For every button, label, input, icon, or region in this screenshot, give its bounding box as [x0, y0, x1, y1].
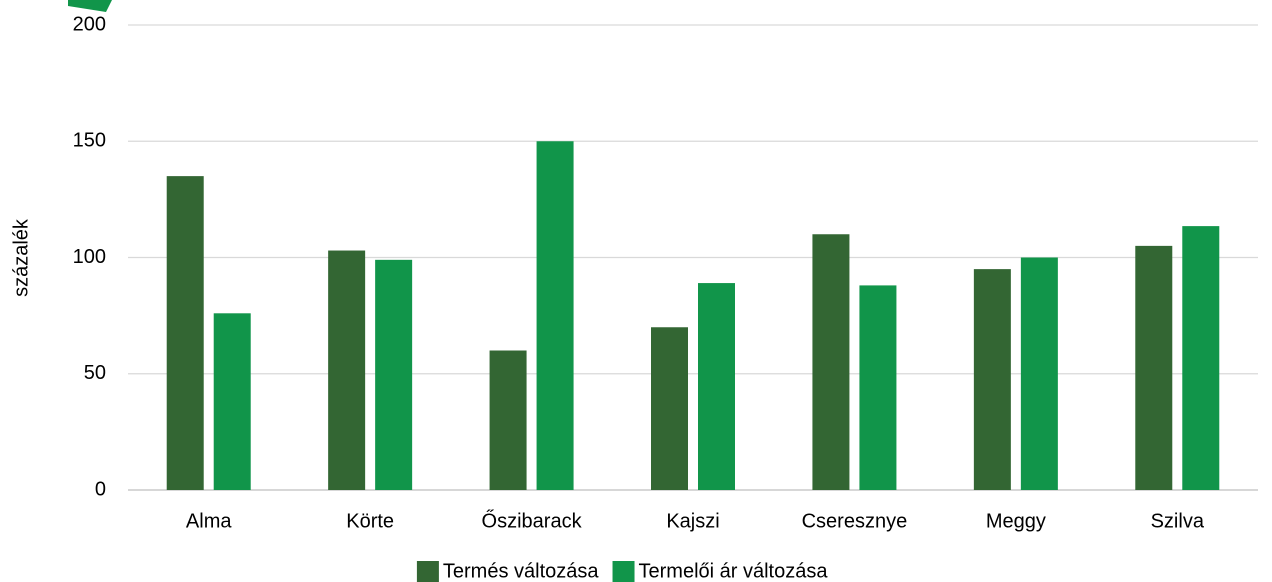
y-tick-label: 200	[73, 13, 106, 35]
legend-swatch	[416, 561, 439, 582]
y-tick-label: 0	[95, 478, 106, 500]
bar	[812, 234, 850, 490]
x-tick-label: Cseresznye	[802, 510, 908, 532]
bar	[1020, 257, 1058, 490]
y-tick-label: 150	[73, 130, 106, 152]
bar	[859, 285, 897, 490]
y-axis-label: százalék	[10, 218, 32, 297]
x-tick-label: Szilva	[1151, 510, 1205, 532]
legend-label: Termelői ár változása	[639, 560, 829, 582]
x-tick-label: Alma	[186, 510, 232, 532]
x-tick-label: Meggy	[986, 510, 1046, 532]
bar	[375, 259, 413, 490]
x-tick-label: Körte	[346, 510, 394, 532]
bar	[166, 176, 204, 490]
legend-swatch	[612, 561, 635, 582]
bar	[973, 269, 1011, 490]
bar	[489, 350, 527, 490]
bar	[651, 327, 688, 490]
y-tick-label: 50	[84, 362, 106, 384]
bar	[1182, 226, 1220, 491]
bar	[536, 141, 574, 490]
x-tick-label: Őszibarack	[482, 509, 583, 532]
corner-decoration	[68, 0, 112, 12]
bar	[698, 283, 735, 490]
bar	[328, 250, 366, 490]
bar	[1135, 245, 1173, 490]
x-tick-label: Kajszi	[666, 510, 719, 532]
legend-label: Termés változása	[443, 560, 599, 582]
bar	[213, 313, 251, 490]
y-tick-label: 100	[73, 246, 106, 268]
